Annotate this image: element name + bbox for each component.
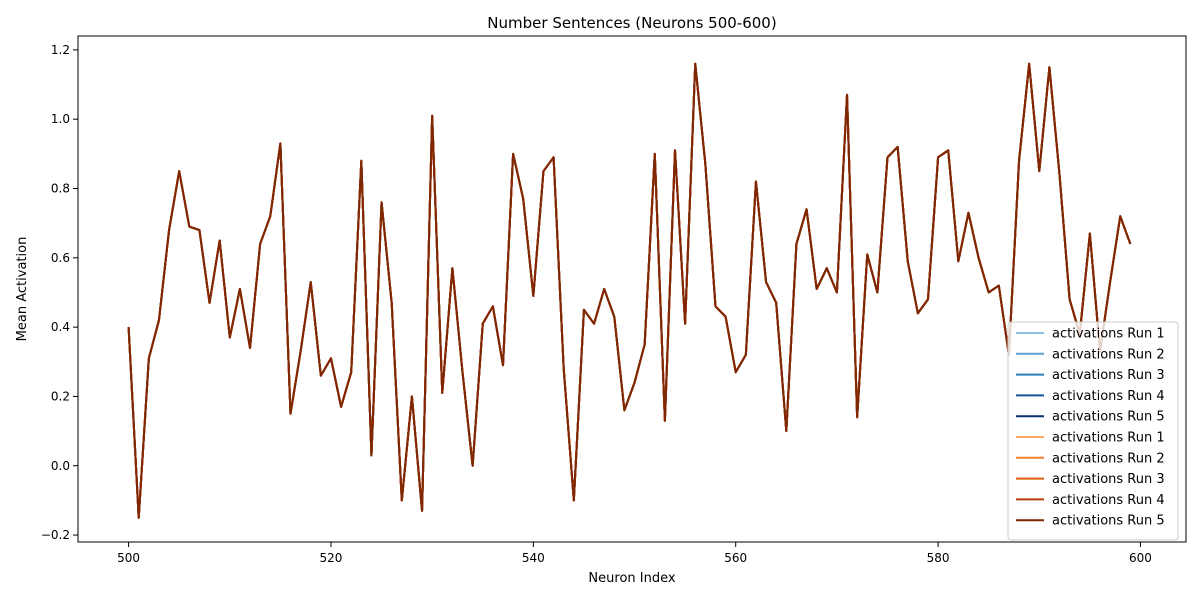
legend-label-7: activations Run 2 bbox=[1052, 451, 1165, 466]
legend-label-1: activations Run 1 bbox=[1052, 327, 1165, 342]
legend-box bbox=[1007, 321, 1179, 541]
legend-label-9: activations Run 4 bbox=[1052, 493, 1165, 508]
series-line-10 bbox=[127, 62, 1132, 519]
legend-label-8: activations Run 3 bbox=[1052, 472, 1165, 487]
y-tick-label: 0.6 bbox=[51, 251, 70, 265]
legend: activations Run 1 activations Run 2 activa… bbox=[1007, 321, 1179, 541]
plot-frame bbox=[77, 35, 1187, 543]
y-tick-label: 1.2 bbox=[51, 43, 70, 57]
legend-label-5: activations Run 5 bbox=[1052, 410, 1165, 425]
x-axis-label: Neuron Index bbox=[588, 571, 675, 586]
y-axis-ticks: −0.2 0.0 0.2 0.4 0.6 0.8 1.0 1.2 bbox=[41, 43, 78, 542]
chart-title: Number Sentences (Neurons 500-600) bbox=[487, 14, 776, 32]
x-tick-label: 580 bbox=[927, 551, 950, 565]
x-tick-label: 520 bbox=[320, 551, 343, 565]
legend-label-3: activations Run 3 bbox=[1052, 368, 1165, 383]
x-tick-label: 540 bbox=[522, 551, 545, 565]
series-layer bbox=[127, 62, 1132, 519]
y-tick-label: 1.0 bbox=[51, 112, 70, 126]
x-tick-label: 560 bbox=[724, 551, 747, 565]
legend-label-10: activations Run 5 bbox=[1052, 514, 1165, 529]
legend-label-4: activations Run 4 bbox=[1052, 389, 1165, 404]
legend-label-6: activations Run 1 bbox=[1052, 431, 1165, 446]
y-axis-label: Mean Activation bbox=[15, 237, 30, 342]
y-tick-label: 0.0 bbox=[51, 459, 70, 473]
y-tick-label: −0.2 bbox=[41, 528, 70, 542]
y-tick-label: 0.8 bbox=[51, 181, 70, 195]
x-axis-ticks: 500 520 540 560 580 600 bbox=[117, 542, 1152, 565]
legend-label-2: activations Run 2 bbox=[1052, 347, 1165, 362]
y-tick-label: 0.4 bbox=[51, 320, 70, 334]
y-tick-label: 0.2 bbox=[51, 389, 70, 403]
x-tick-label: 500 bbox=[117, 551, 140, 565]
x-tick-label: 600 bbox=[1129, 551, 1152, 565]
